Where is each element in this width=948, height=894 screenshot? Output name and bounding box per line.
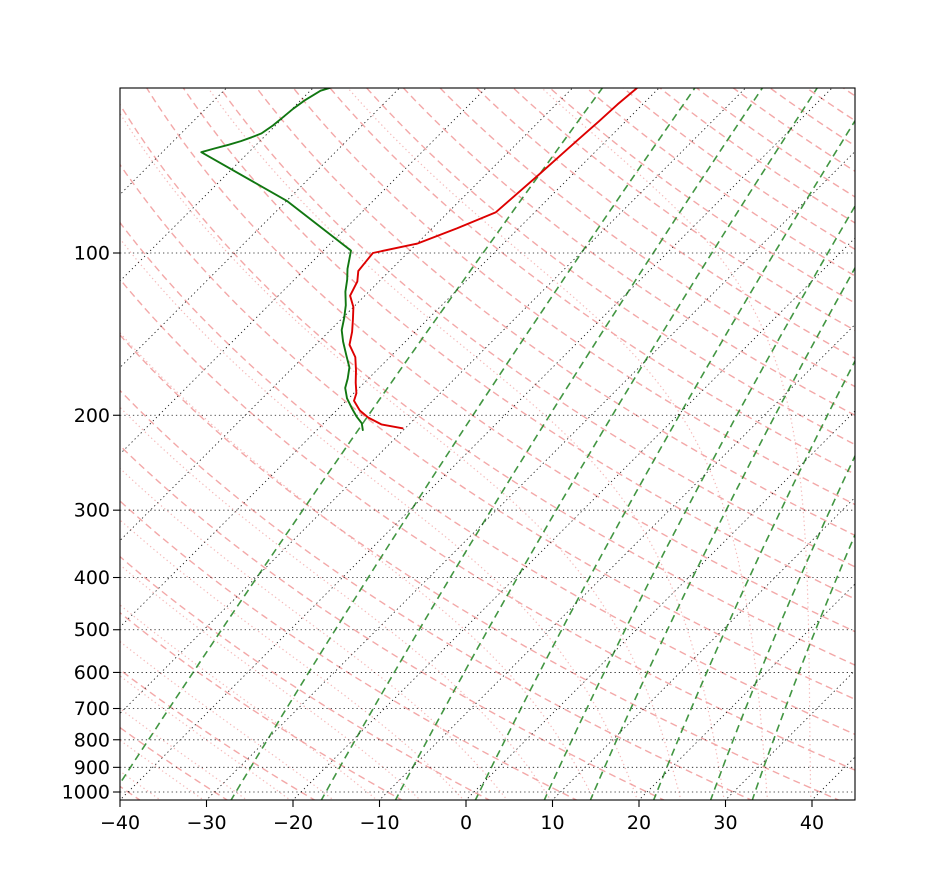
y-tick-label: 600 (74, 662, 110, 684)
moist-adiabat-line (120, 331, 595, 800)
temperature-line (348, 88, 639, 430)
x-tick-label: −20 (273, 812, 313, 834)
isotherm-line (120, 88, 314, 282)
moist-adiabat-line (120, 640, 335, 800)
mixing-ratio-line (589, 266, 855, 800)
moist-adiabat-line (207, 88, 725, 800)
dry-adiabat-line (182, 88, 855, 600)
moist-adiabat-line (120, 739, 205, 800)
x-tick-label: 10 (540, 812, 564, 834)
sounding-profiles (200, 88, 639, 431)
isotherm-line (638, 583, 855, 800)
dry-adiabat-line (120, 444, 666, 800)
dry-adiabat-line (255, 88, 855, 537)
moist-adiabat-line (347, 88, 769, 800)
plot-border (119, 87, 856, 801)
mixing-ratio-line (709, 454, 855, 800)
mixing-ratio-line (751, 532, 855, 800)
isotherm-line (465, 410, 855, 800)
dry-adiabat-line (365, 88, 855, 446)
moist-adiabat-line (120, 406, 552, 800)
y-tick-label: 500 (74, 619, 110, 641)
moist-adiabat-line (120, 112, 682, 800)
mixing-ratio-line (652, 359, 855, 800)
moist-adiabat-line (120, 564, 422, 800)
x-tick-label: 40 (800, 812, 824, 834)
y-tick-label: 800 (74, 729, 110, 751)
moist-adiabat-line (120, 467, 508, 800)
y-tick-label: 900 (74, 757, 110, 779)
dry-adiabat-line (120, 668, 316, 800)
dry-adiabat-line (475, 88, 855, 360)
isotherm-line (120, 88, 574, 542)
dry-adiabat-line (120, 726, 229, 800)
x-tick-label: −30 (186, 812, 226, 834)
x-tick-label: 0 (460, 812, 472, 834)
moist-adiabat-line (540, 88, 812, 800)
dry-adiabat-line (120, 103, 855, 666)
dry-adiabat-line (219, 88, 855, 568)
dry-adiabat-line (695, 88, 855, 198)
x-tick-label: 20 (627, 812, 651, 834)
dewpoint-line (200, 88, 364, 431)
moist-adiabat-line (0, 81, 119, 801)
dry-adiabat-line (622, 88, 855, 251)
moist-adiabat-line (120, 519, 465, 800)
dry-adiabat-line (292, 88, 855, 506)
mixing-ratio-line (120, 88, 604, 785)
isotherm-line (120, 88, 747, 715)
y-tick-label: 700 (74, 698, 110, 720)
dry-adiabat-line (402, 88, 855, 417)
isotherm-line (120, 88, 228, 196)
y-tick-label: 400 (74, 567, 110, 589)
moist-adiabat-line (120, 604, 378, 800)
mixing-ratio-line (230, 88, 696, 800)
dry-adiabat-line (120, 278, 855, 771)
mixing-ratio-line (394, 88, 819, 800)
dry-adiabat-line (658, 88, 855, 224)
dry-adiabat-line (120, 334, 841, 800)
gridlines (0, 81, 855, 801)
y-tick-label: 200 (74, 405, 110, 427)
dry-adiabat-line (120, 555, 491, 800)
dry-adiabat-line (120, 611, 404, 800)
x-tick-label: 30 (713, 812, 737, 834)
moist-adiabat-line (120, 237, 639, 800)
dry-adiabat-line (439, 88, 855, 388)
x-tick-label: −10 (359, 812, 399, 834)
isotherm-line (120, 88, 660, 628)
isotherm-line (120, 88, 401, 369)
moist-adiabat-line (120, 675, 292, 800)
isotherm-line (205, 150, 855, 800)
mixing-ratio-line (320, 88, 764, 800)
dry-adiabat-line (120, 500, 579, 800)
dry-adiabat-line (120, 221, 855, 736)
dry-adiabat-line (548, 88, 855, 304)
y-tick-label: 100 (74, 243, 110, 265)
y-tick-label: 1000 (62, 782, 110, 804)
mixing-ratio-line (474, 119, 855, 800)
dry-adiabat-line (768, 88, 855, 147)
dry-adiabat-line (145, 88, 855, 633)
dry-adiabat-line (120, 389, 753, 800)
isotherm-line (120, 88, 487, 455)
dry-adiabat-line (805, 88, 855, 122)
x-tick-label: −40 (100, 812, 140, 834)
isotherm-line (378, 323, 855, 800)
dry-adiabat-line (842, 88, 855, 97)
y-tick-label: 300 (74, 500, 110, 522)
isotherm-line (811, 756, 855, 800)
dry-adiabat-line (120, 163, 855, 701)
dry-adiabat-line (585, 88, 855, 277)
dry-adiabat-line (512, 88, 855, 332)
